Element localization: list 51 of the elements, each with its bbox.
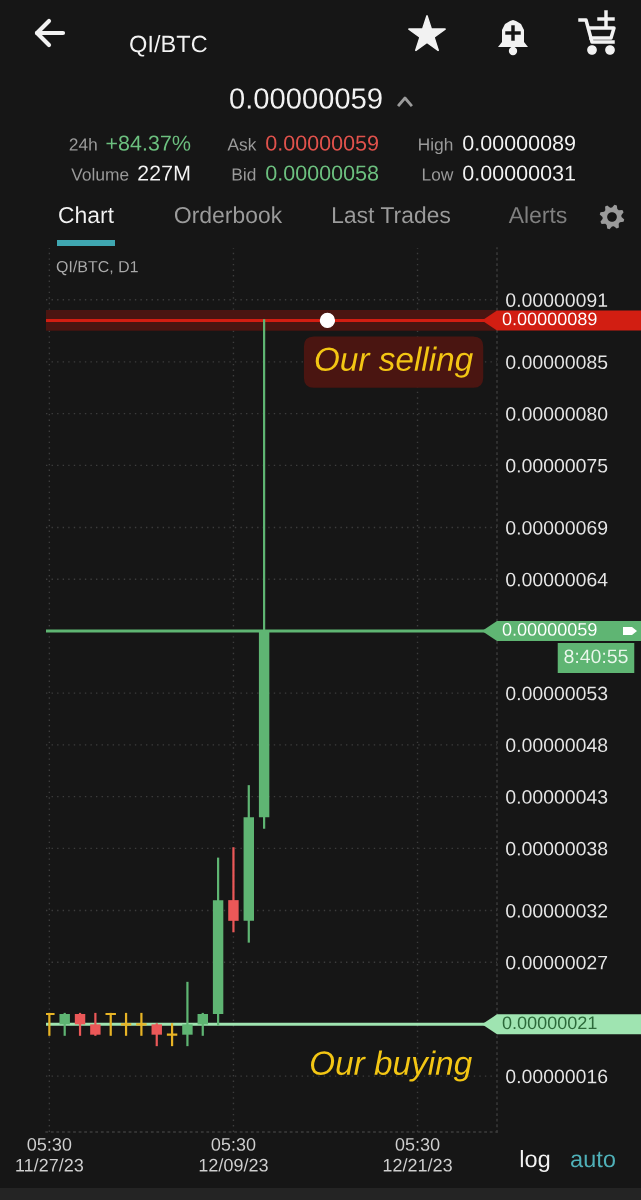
text: 0.00000059: [230, 88, 382, 109]
ref-line-label: 0.00000089: [502, 312, 597, 326]
candlestick: [135, 1012, 148, 1036]
candlestick: [197, 1012, 208, 1036]
text: 227M: [138, 165, 190, 181]
y-tick-label: 0.00000069: [506, 520, 608, 535]
ref-line-label: 0.00000021: [502, 1016, 597, 1030]
y-tick-label: 0.00000016: [506, 1069, 608, 1084]
x-tick-label: 05:30 12/09/23: [199, 1138, 268, 1172]
y-tick-label: 0.00000080: [506, 407, 608, 421]
candlestick: [59, 1012, 70, 1036]
y-tick-label: 0.00000048: [506, 738, 608, 753]
y-tick-label: 0.00000085: [506, 355, 608, 370]
text: Alerts: [508, 206, 567, 224]
chart-title: QI/BTC: [130, 35, 207, 57]
candlestick: [228, 847, 239, 933]
y-tick-label: 0.00000027: [506, 955, 608, 970]
text: 0.00000058: [266, 165, 379, 181]
text: Bid: [232, 167, 256, 181]
y-tick-label: 0.00000053: [506, 686, 608, 701]
x-tick-label: 05:30 11/27/23: [16, 1138, 84, 1172]
y-tick-label: 0.00000091: [506, 293, 608, 307]
annotation: Our buying: [310, 1050, 472, 1082]
text: log: [520, 1149, 550, 1173]
text: auto: [571, 1151, 615, 1168]
candlestick: [151, 1023, 162, 1047]
x-tick-label: 05:30 12/21/23: [383, 1138, 452, 1172]
text: Volume: [71, 167, 129, 181]
annotation: Our selling: [315, 346, 473, 378]
text: 0.00000059: [266, 135, 378, 151]
text: Last Trades: [333, 206, 451, 224]
text: High: [419, 137, 453, 155]
text: Chart: [59, 206, 114, 224]
ref-line-label: 0.00000059: [502, 623, 597, 636]
text: Low: [422, 168, 454, 181]
text: 8:40:55: [564, 649, 628, 664]
text: 24h: [69, 137, 97, 151]
text: 0.00000031: [463, 165, 575, 181]
y-tick-label: 0.00000064: [506, 572, 608, 587]
y-tick-label: 0.00000032: [506, 903, 608, 918]
annotation: QI/BTC, D1: [56, 260, 138, 276]
text: Ask: [227, 137, 257, 151]
text: 0.00000089: [463, 135, 575, 151]
text: +84.37%: [106, 135, 191, 151]
candlestick: [90, 1012, 101, 1036]
candlestick: [74, 1012, 86, 1036]
text: Orderbook: [174, 206, 283, 224]
y-tick-label: 0.00000038: [506, 841, 608, 856]
y-tick-label: 0.00000075: [506, 458, 608, 473]
y-tick-label: 0.00000043: [506, 790, 608, 804]
candlestick: [182, 981, 193, 1047]
